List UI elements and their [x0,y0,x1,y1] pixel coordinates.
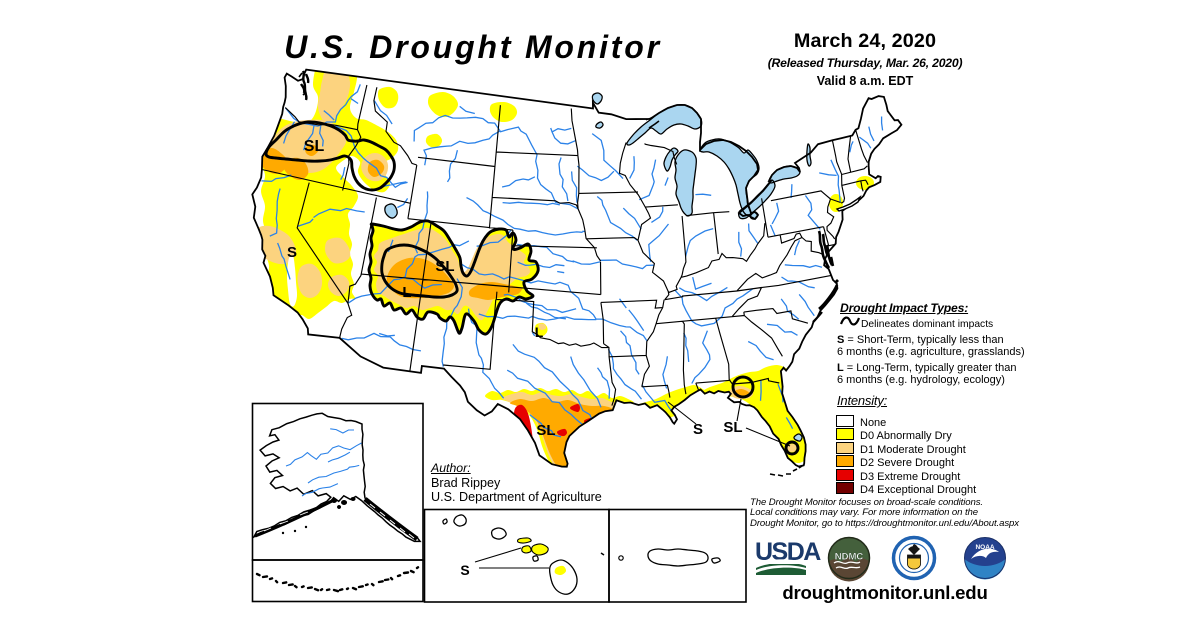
svg-text:S: S [287,244,297,261]
svg-text:L: L [402,284,411,301]
svg-text:SL: SL [304,138,325,155]
svg-text:S: S [460,562,469,578]
svg-text:S: S [693,421,703,438]
svg-text:NDMC: NDMC [835,552,864,563]
svg-text:SL: SL [536,422,555,439]
svg-text:SL: SL [435,258,454,275]
svg-text:SL: SL [723,419,742,436]
svg-text:NOAA: NOAA [975,544,994,551]
svg-text:L: L [535,324,544,340]
